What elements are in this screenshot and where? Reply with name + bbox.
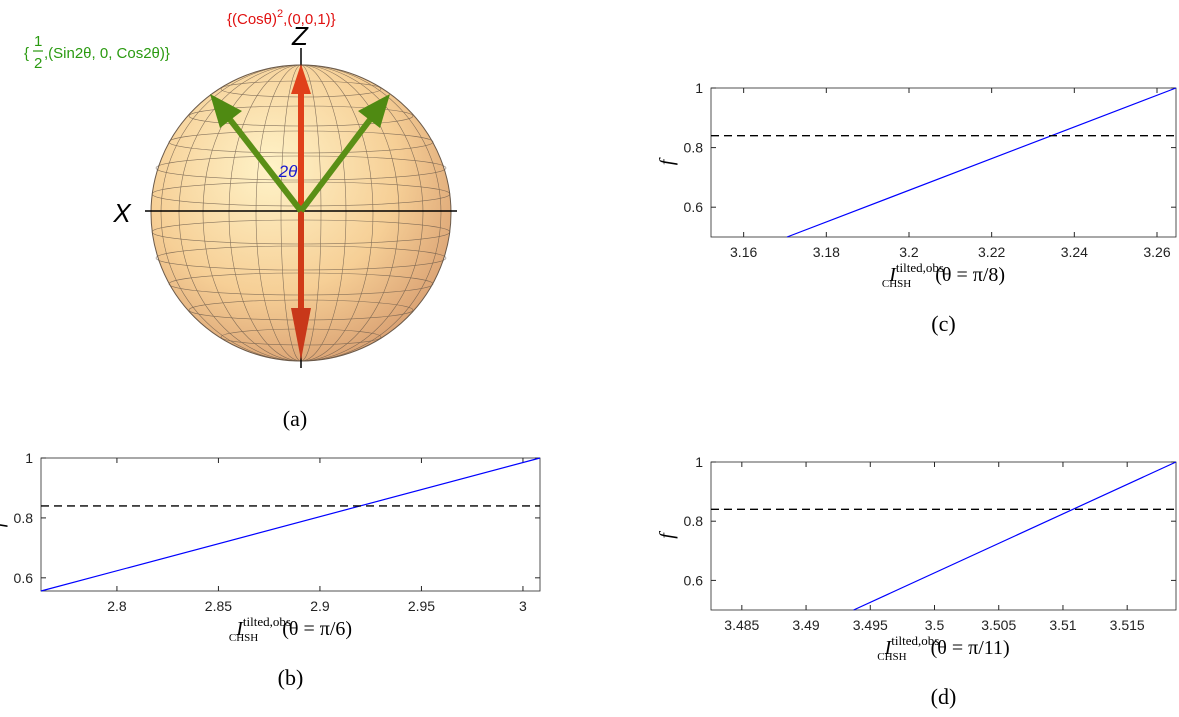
x-axis-label: Itilted,obs CHSH (θ = π/6) bbox=[229, 614, 352, 644]
x-tick-label: 2.9 bbox=[310, 598, 330, 614]
red-label-part: {(Cosθ) bbox=[227, 11, 277, 28]
caption: (a) bbox=[283, 406, 307, 431]
x-label-base: I bbox=[888, 264, 897, 286]
caption: (b) bbox=[278, 665, 304, 690]
x-axis-label: Itilted,obs CHSH (θ = π/8) bbox=[882, 260, 1005, 290]
data-line bbox=[853, 461, 1177, 611]
red-arrows bbox=[291, 64, 311, 360]
x-label-sup: tilted,obs bbox=[891, 633, 939, 648]
x-tick-label: 3.485 bbox=[724, 617, 759, 633]
y-axis-label: f bbox=[656, 157, 678, 165]
x-tick-label: 2.95 bbox=[408, 598, 435, 614]
x-label-base: I bbox=[235, 618, 244, 640]
green-label-num: 1 bbox=[34, 33, 42, 50]
data-line bbox=[40, 457, 541, 592]
x-label: X bbox=[112, 198, 132, 228]
green-label-den: 2 bbox=[34, 55, 42, 72]
x-tick-label: 3.495 bbox=[853, 617, 888, 633]
x-tick-label: 3.24 bbox=[1061, 244, 1088, 260]
x-tick-label: 3 bbox=[519, 598, 527, 614]
x-tick-label: 3.22 bbox=[978, 244, 1005, 260]
x-axis-label: Itilted,obs CHSH (θ = π/11) bbox=[877, 633, 1009, 663]
x-tick-label: 3.49 bbox=[792, 617, 819, 633]
chart: 2.8 2.85 2.9 2.95 3 0.6 0.8 1 f Itilted,obs CHSH (θ… bbox=[0, 450, 541, 690]
y-tick-label: 1 bbox=[695, 454, 703, 470]
green-label-part: ,(Sin2θ, 0, Cos2θ)} bbox=[44, 45, 170, 62]
x-tick-label: 2.85 bbox=[205, 598, 232, 614]
x-tick-label: 3.5 bbox=[925, 617, 945, 633]
x-label-arg: (θ = π/6) bbox=[282, 618, 352, 640]
sphere-diagram: Z X 2θ {(Cosθ)2,(0,0,1)} { 1 2 ,(Sin2θ, … bbox=[24, 8, 457, 431]
y-tick-label: 0.8 bbox=[684, 140, 704, 156]
x-tick-label: 3.51 bbox=[1049, 617, 1076, 633]
y-axis-label: f bbox=[0, 519, 8, 527]
x-tick-label: 3.505 bbox=[981, 617, 1016, 633]
x-tick-label: 2.8 bbox=[107, 598, 127, 614]
chart: 3.16 3.18 3.2 3.22 3.24 3.26 0.6 0.8 1 f Itilted,o… bbox=[656, 80, 1177, 336]
z-label: Z bbox=[291, 21, 309, 51]
y-tick-label: 0.8 bbox=[14, 510, 34, 526]
red-label: {(Cosθ)2,(0,0,1)} bbox=[227, 8, 336, 28]
plot-area bbox=[710, 87, 1177, 238]
x-tick-label: 3.26 bbox=[1143, 244, 1170, 260]
x-label-base: I bbox=[884, 637, 893, 659]
x-label-arg: (θ = π/8) bbox=[935, 264, 1005, 286]
x-label-sub: CHSH bbox=[877, 651, 906, 663]
data-line bbox=[786, 87, 1177, 238]
x-tick-label: 3.2 bbox=[899, 244, 919, 260]
red-label-part: ,(0,0,1)} bbox=[283, 11, 336, 28]
y-tick-label: 0.8 bbox=[684, 513, 704, 529]
x-tick-label: 3.515 bbox=[1110, 617, 1145, 633]
y-axis-label: f bbox=[656, 531, 678, 539]
caption: (d) bbox=[931, 684, 957, 709]
x-label-sub: CHSH bbox=[882, 278, 911, 290]
x-tick-label: 3.16 bbox=[730, 244, 757, 260]
x-label-sub: CHSH bbox=[229, 632, 258, 644]
y-tick-label: 1 bbox=[695, 80, 703, 96]
y-tick-label: 0.6 bbox=[684, 572, 704, 588]
plot-area bbox=[710, 461, 1177, 611]
x-tick-label: 3.18 bbox=[813, 244, 840, 260]
green-label: { 1 2 ,(Sin2θ, 0, Cos2θ)} bbox=[24, 33, 170, 72]
x-label-arg: (θ = π/11) bbox=[931, 637, 1010, 659]
green-label-part: { bbox=[24, 45, 29, 62]
y-tick-label: 1 bbox=[25, 450, 33, 466]
angle-label: 2θ bbox=[278, 162, 298, 181]
x-label-sup: tilted,obs bbox=[896, 260, 944, 275]
y-tick-label: 0.6 bbox=[14, 570, 34, 586]
green-arrows bbox=[210, 94, 390, 213]
y-tick-label: 0.6 bbox=[684, 199, 704, 215]
red-label-sup: 2 bbox=[277, 8, 283, 20]
caption: (c) bbox=[931, 311, 955, 336]
x-label-sup: tilted,obs bbox=[243, 614, 291, 629]
chart: 3.485 3.49 3.495 3.5 3.505 3.51 3.515 0.6 0.8 1 f I… bbox=[656, 454, 1177, 709]
